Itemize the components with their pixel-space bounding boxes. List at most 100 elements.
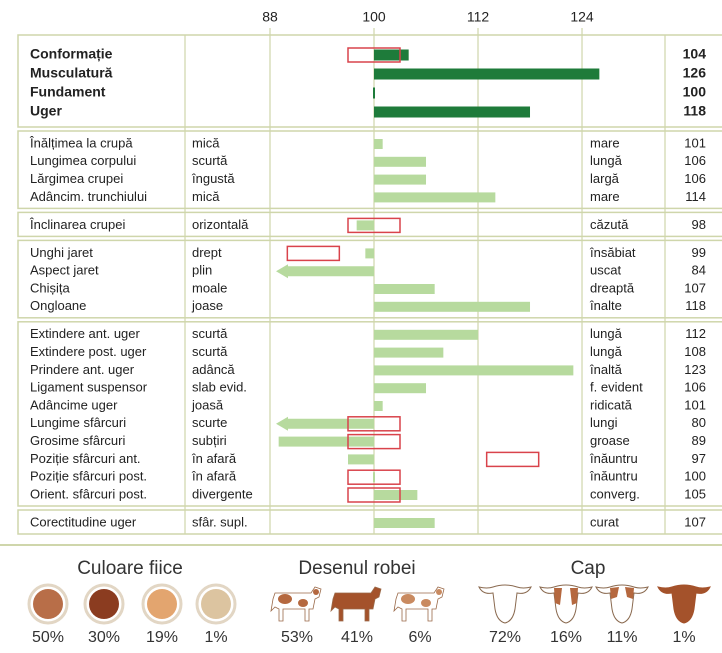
trait-name: Lărgimea crupei [30,171,123,186]
high-label: mare [590,189,620,204]
cow-spot [298,599,308,607]
trait-name: Adâncim. trunchiului [30,189,147,204]
value-label: 100 [684,469,706,484]
low-label: scurtă [192,326,228,341]
bar [373,472,375,482]
high-label: înaltă [589,362,623,377]
value-label: 97 [692,451,706,466]
value-label: 104 [683,46,707,62]
value-label: 100 [683,84,707,100]
value-label: 101 [684,135,706,150]
high-label: lungă [590,326,623,341]
high-label: groase [590,433,630,448]
low-label: plin [192,263,212,278]
low-label: scurte [192,415,227,430]
low-label: divergente [192,486,253,501]
bar [279,437,374,447]
high-label: înalte [589,298,622,313]
trait-name: Înălțimea la crupă [29,135,133,150]
value-label: 118 [683,103,706,119]
cow-spot [421,599,431,607]
value-label: 107 [684,280,706,295]
value-label: 114 [685,189,706,204]
bar [374,175,426,185]
group-box [18,35,722,127]
value-label: 118 [685,298,706,313]
low-label: orizontală [192,217,249,232]
low-label: în afară [191,451,237,466]
percentage-label: 50% [32,629,64,646]
value-label: 105 [684,486,706,501]
low-label: în afară [191,469,237,484]
low-label: scurtă [192,344,228,359]
trait-name: Extindere post. uger [30,344,147,359]
trait-name: Extindere ant. uger [30,326,141,341]
bar [374,518,435,528]
high-label: însăbiat [589,245,636,260]
low-label: îngustă [191,171,235,186]
bar [374,107,530,118]
trait-name: Adâncime uger [30,397,118,412]
trait-name: Înclinarea crupei [29,217,125,232]
value-label: 106 [684,380,706,395]
low-label: mică [192,135,220,150]
x-tick-label: 124 [570,9,594,25]
color-swatch [147,589,177,619]
high-label: dreaptă [590,280,635,295]
high-label: înăuntru [589,451,638,466]
value-label: 84 [692,263,706,278]
high-label: mare [590,135,620,150]
value-label: 80 [692,415,706,430]
value-label: 107 [684,514,706,529]
trait-name: Prindere ant. uger [30,362,135,377]
panel-title: Culoare fiice [77,558,183,579]
value-label: 106 [684,153,706,168]
trait-name: Fundament [30,84,106,100]
percentage-label: 19% [146,629,178,646]
color-swatch [89,589,119,619]
low-label: drept [192,245,222,260]
bar [374,50,409,61]
low-label: sfâr. supl. [192,514,248,529]
trait-name: Lungime sfârcuri [30,415,126,430]
percentage-label: 72% [489,629,521,646]
value-label: 126 [683,65,707,81]
trait-name: Grosime sfârcuri [30,433,125,448]
x-tick-label: 112 [467,9,490,25]
trait-name: Unghi jaret [30,245,93,260]
high-label: lungi [590,415,618,430]
low-label: subțiri [192,433,227,448]
cow-spot [436,589,442,595]
trait-name: Poziție sfârcuri ant. [30,451,141,466]
low-label: adâncă [192,362,235,377]
percentage-label: 1% [204,629,227,646]
bar [374,284,435,294]
value-label: 89 [692,433,706,448]
bar [365,248,374,258]
percentage-label: 11% [607,629,638,646]
low-label: joase [191,298,223,313]
high-label: înăuntru [589,469,638,484]
trait-name: Orient. sfârcuri post. [30,486,147,501]
value-label: 98 [692,217,706,232]
bar [374,383,426,393]
trait-name: Uger [30,103,62,119]
high-label: uscat [590,263,621,278]
trait-name: Ongloane [30,298,86,313]
chart: 88100112124Conformație104Musculatură126F… [0,0,722,653]
panel-title: Desenul robei [298,558,415,579]
bar [374,401,383,411]
bar-arrow [276,417,374,431]
percentage-label: 30% [88,629,120,646]
value-label: 99 [692,245,706,260]
percentage-label: 6% [408,629,431,646]
bar [374,139,383,149]
high-label: curat [590,514,619,529]
bar [357,220,374,230]
percentage-label: 41% [341,629,373,646]
low-label: mică [192,189,220,204]
value-label: 108 [684,344,706,359]
high-label: f. evident [590,380,643,395]
color-swatch [201,589,231,619]
bar [374,348,443,358]
